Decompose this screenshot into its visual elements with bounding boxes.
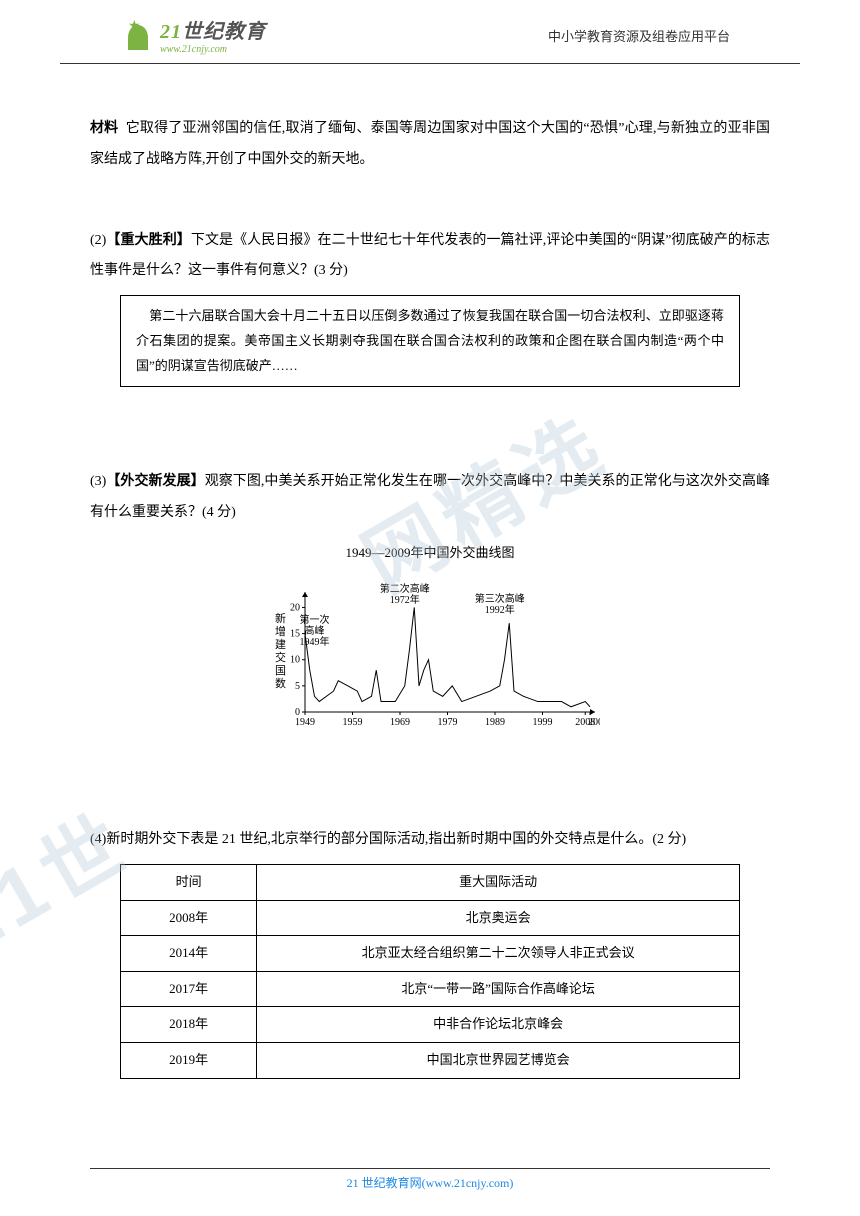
svg-text:2009: 2009 bbox=[588, 717, 600, 728]
logo: ★ 21世纪教育 www.21cnjy.com bbox=[120, 15, 266, 55]
question-2: (2)【重大胜利】下文是《人民日报》在二十世纪七十年代发表的一篇社评,评论中美国… bbox=[90, 226, 770, 288]
chart-title: 1949—2009年中国外交曲线图 bbox=[90, 539, 770, 568]
svg-text:增: 增 bbox=[275, 624, 286, 638]
svg-text:第二次高峰: 第二次高峰 bbox=[380, 582, 430, 595]
table-row: 2019年中国北京世界园艺博览会 bbox=[121, 1043, 740, 1079]
page-header: ★ 21世纪教育 www.21cnjy.com 中小学教育资源及组卷应用平台 bbox=[60, 0, 800, 64]
q4-prefix: (4) bbox=[90, 832, 106, 847]
table-cell: 中非合作论坛北京峰会 bbox=[257, 1007, 740, 1043]
question-3: (3)【外交新发展】观察下图,中美关系开始正常化发生在哪一次外交高峰中？中美关系… bbox=[90, 467, 770, 529]
svg-text:1949年: 1949年 bbox=[300, 636, 330, 649]
table-row: 2008年北京奥运会 bbox=[121, 900, 740, 936]
svg-text:5: 5 bbox=[295, 681, 300, 692]
activities-table: 时间重大国际活动2008年北京奥运会2014年北京亚太经合组织第二十二次领导人非… bbox=[120, 864, 740, 1079]
svg-text:新: 新 bbox=[275, 611, 286, 625]
logo-title: 21世纪教育 bbox=[160, 15, 266, 44]
table-cell: 北京奥运会 bbox=[257, 900, 740, 936]
q2-prefix: (2) bbox=[90, 233, 106, 248]
diplomacy-chart: 1949—2009年中国外交曲线图 0510152019491959196919… bbox=[90, 539, 770, 745]
table-header: 时间 bbox=[121, 865, 257, 901]
svg-text:1979: 1979 bbox=[438, 717, 458, 728]
table-cell: 北京“一带一路”国际合作高峰论坛 bbox=[257, 971, 740, 1007]
table-cell: 北京亚太经合组织第二十二次领导人非正式会议 bbox=[257, 936, 740, 972]
table-cell: 2019年 bbox=[121, 1043, 257, 1079]
svg-text:1949: 1949 bbox=[295, 717, 315, 728]
table-header: 重大国际活动 bbox=[257, 865, 740, 901]
svg-text:数: 数 bbox=[275, 677, 286, 690]
table-cell: 2017年 bbox=[121, 971, 257, 1007]
svg-text:交: 交 bbox=[275, 650, 286, 664]
q3-prefix: (3) bbox=[90, 474, 106, 489]
q2-label: 【重大胜利】 bbox=[106, 233, 191, 248]
page-footer: 21 世纪教育网(www.21cnjy.com) bbox=[90, 1168, 770, 1191]
logo-url: www.21cnjy.com bbox=[160, 44, 266, 55]
svg-text:1959: 1959 bbox=[343, 717, 363, 728]
material-label: 材料 bbox=[90, 121, 118, 136]
svg-text:1999: 1999 bbox=[533, 717, 553, 728]
table-cell: 2018年 bbox=[121, 1007, 257, 1043]
chart-svg: 0510152019491959196919791989199920082009… bbox=[260, 572, 600, 732]
svg-text:第三次高峰: 第三次高峰 bbox=[475, 593, 525, 606]
table-cell: 2008年 bbox=[121, 900, 257, 936]
svg-text:1972年: 1972年 bbox=[390, 593, 420, 606]
question-4: (4)新时期外交下表是 21 世纪,北京举行的部分国际活动,指出新时期中国的外交… bbox=[90, 825, 770, 856]
material-paragraph: 材料 它取得了亚洲邻国的信任,取消了缅甸、泰国等周边国家对中国这个大国的“恐惧”… bbox=[90, 114, 770, 176]
header-subtitle: 中小学教育资源及组卷应用平台 bbox=[548, 26, 730, 45]
material-text: 它取得了亚洲邻国的信任,取消了缅甸、泰国等周边国家对中国这个大国的“恐惧”心理,… bbox=[90, 121, 770, 167]
svg-text:1969: 1969 bbox=[390, 717, 410, 728]
q2-quote-box: 第二十六届联合国大会十月二十五日以压倒多数通过了恢复我国在联合国一切合法权利、立… bbox=[120, 295, 740, 387]
svg-text:20: 20 bbox=[290, 603, 300, 614]
logo-icon: ★ bbox=[120, 20, 155, 50]
q3-label: 【外交新发展】 bbox=[106, 474, 204, 489]
svg-text:1989: 1989 bbox=[485, 717, 505, 728]
table-row: 2017年北京“一带一路”国际合作高峰论坛 bbox=[121, 971, 740, 1007]
svg-text:国: 国 bbox=[275, 664, 286, 677]
table-cell: 2014年 bbox=[121, 936, 257, 972]
svg-text:高峰: 高峰 bbox=[305, 625, 325, 638]
table-row: 2014年北京亚太经合组织第二十二次领导人非正式会议 bbox=[121, 936, 740, 972]
svg-text:15: 15 bbox=[290, 629, 300, 640]
table-cell: 中国北京世界园艺博览会 bbox=[257, 1043, 740, 1079]
q2-text: 下文是《人民日报》在二十世纪七十年代发表的一篇社评,评论中美国的“阴谋”彻底破产… bbox=[90, 233, 770, 279]
table-row: 2018年中非合作论坛北京峰会 bbox=[121, 1007, 740, 1043]
svg-text:10: 10 bbox=[290, 655, 300, 666]
svg-text:第一次: 第一次 bbox=[300, 614, 330, 627]
svg-text:1992年: 1992年 bbox=[485, 604, 515, 617]
svg-text:建: 建 bbox=[275, 637, 286, 651]
document-content: 材料 它取得了亚洲邻国的信任,取消了缅甸、泰国等周边国家对中国这个大国的“恐惧”… bbox=[0, 64, 860, 1079]
q4-text: 新时期外交下表是 21 世纪,北京举行的部分国际活动,指出新时期中国的外交特点是… bbox=[106, 832, 686, 847]
